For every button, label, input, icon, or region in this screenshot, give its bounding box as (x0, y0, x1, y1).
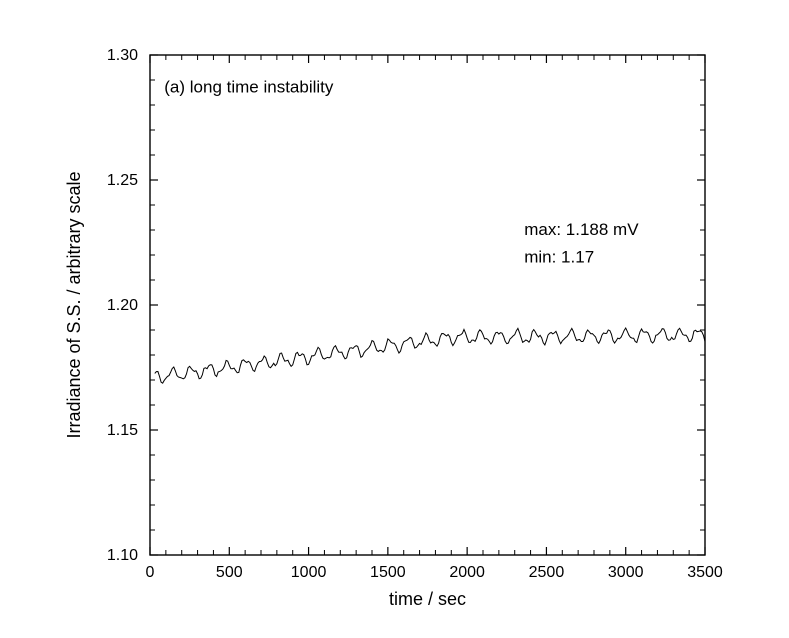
annotation-max: max: 1.188 mV (524, 220, 639, 239)
xtick-label: 500 (216, 564, 243, 581)
panel-label: (a) long time instability (164, 78, 334, 97)
ytick-label: 1.15 (107, 422, 138, 439)
ytick-label: 1.30 (107, 47, 138, 64)
x-axis-label: time / sec (389, 589, 466, 609)
ytick-label: 1.20 (107, 297, 138, 314)
chart-svg: 0 500 1000 1500 2000 2500 3000 3500 1.10 1.15 1.20… (0, 0, 789, 638)
ytick-label: 1.25 (107, 172, 138, 189)
xtick-label: 2000 (449, 564, 485, 581)
y-axis-label: Irradiance of S.S. / arbitrary scale (64, 171, 84, 438)
xtick-label: 1500 (370, 564, 406, 581)
xtick-label: 3000 (608, 564, 644, 581)
ytick-label: 1.10 (107, 547, 138, 564)
xtick-label: 3500 (687, 564, 723, 581)
xtick-label: 1000 (291, 564, 327, 581)
annotation-min: min: 1.17 (524, 248, 594, 267)
xtick-label: 2500 (529, 564, 565, 581)
chart-stage: 0 500 1000 1500 2000 2500 3000 3500 1.10 1.15 1.20… (0, 0, 789, 638)
xtick-label: 0 (146, 564, 155, 581)
